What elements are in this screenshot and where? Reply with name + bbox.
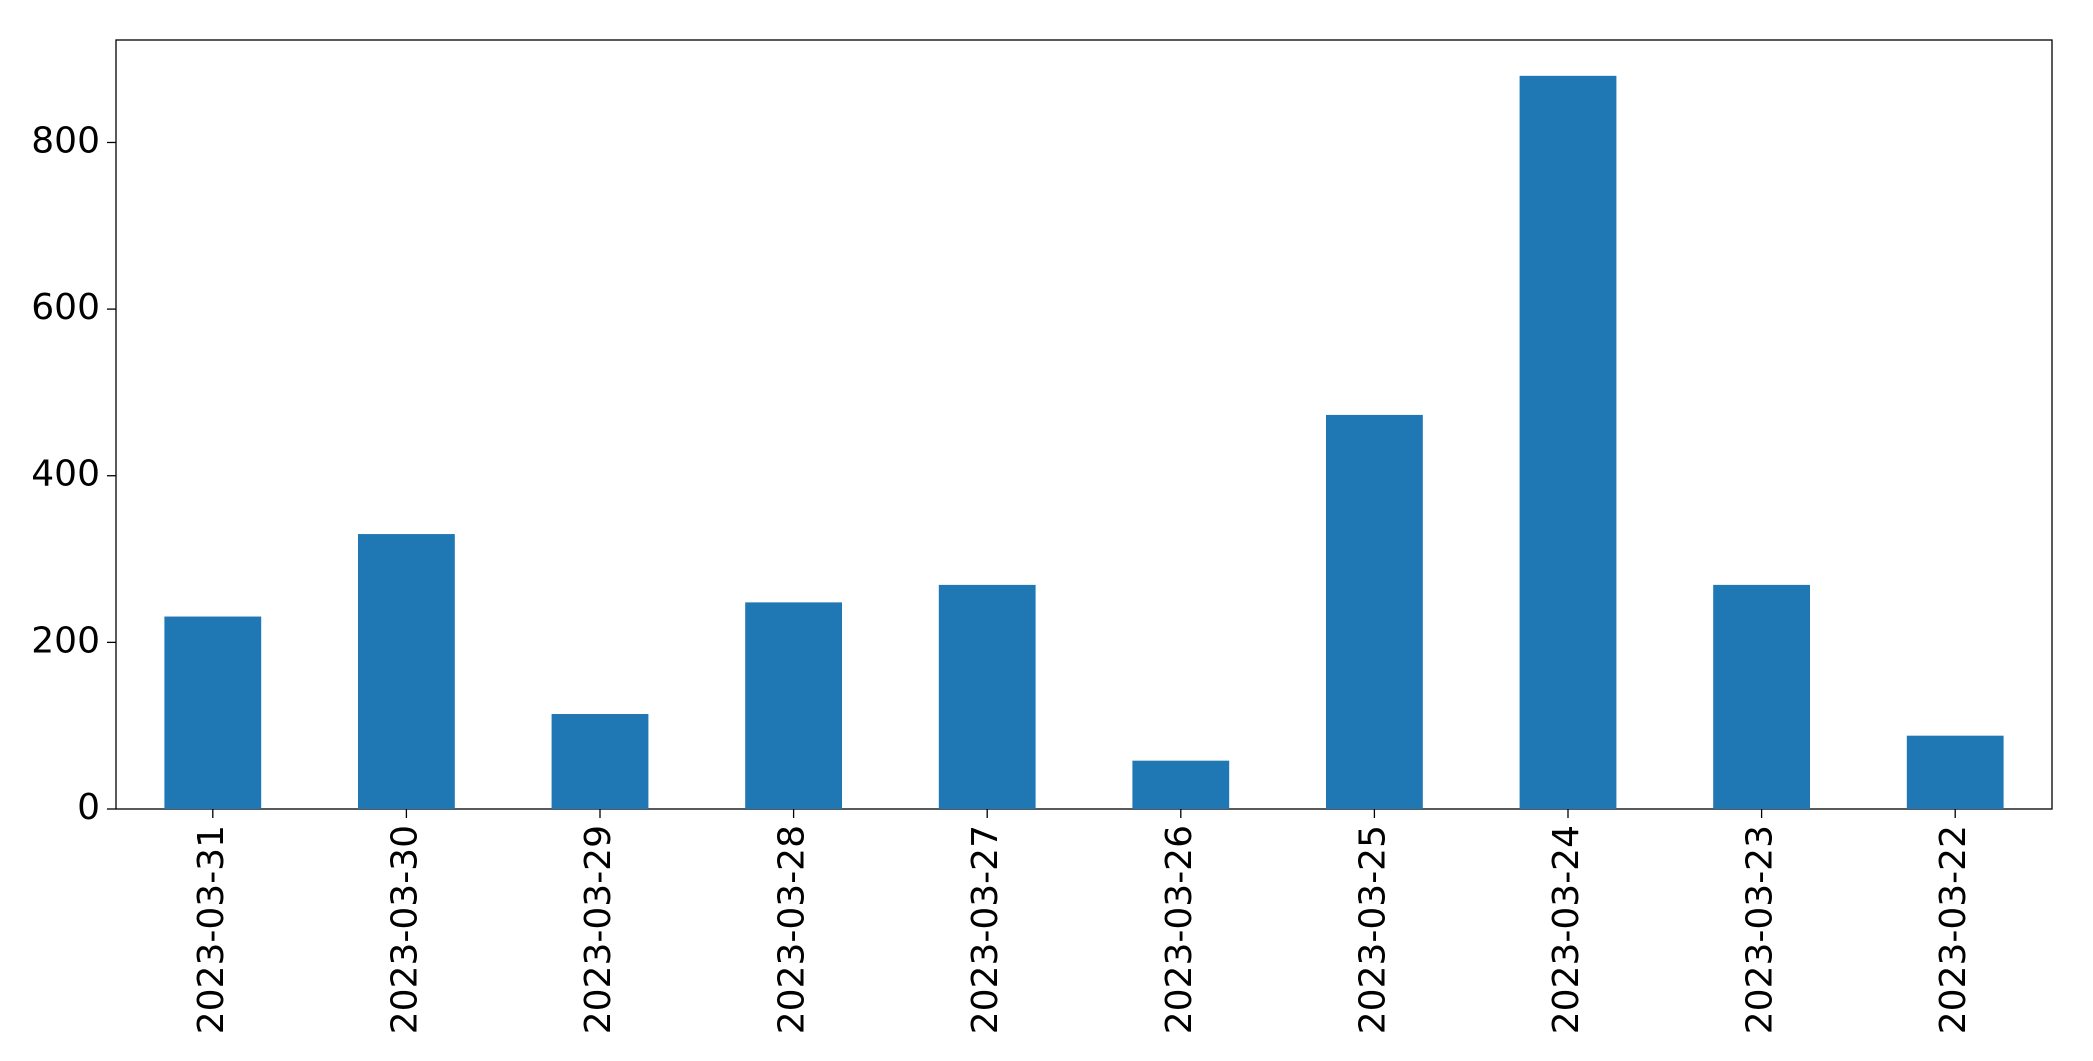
x-tick-label: 2023-03-26: [1159, 825, 1200, 1034]
y-tick-label: 800: [31, 120, 100, 161]
y-tick-label: 200: [31, 620, 100, 661]
bar: [1906, 735, 2004, 809]
bar: [551, 714, 649, 809]
bar: [164, 616, 262, 809]
y-tick-label: 600: [31, 287, 100, 328]
x-tick-label: 2023-03-23: [1740, 825, 1781, 1034]
bar: [938, 584, 1036, 809]
x-tick-label: 2023-03-29: [578, 825, 619, 1034]
y-tick-label: 0: [77, 787, 100, 828]
x-tick-label: 2023-03-31: [191, 825, 232, 1034]
x-tick-label: 2023-03-25: [1352, 825, 1393, 1034]
bar: [1132, 760, 1230, 809]
bar: [1713, 584, 1810, 809]
x-tick-label: 2023-03-22: [1933, 825, 1974, 1034]
x-tick-label: 2023-03-24: [1546, 825, 1587, 1034]
plot-frame: [115, 39, 2053, 810]
bar: [358, 534, 455, 809]
bar: [745, 602, 842, 809]
x-tick-label: 2023-03-30: [384, 825, 425, 1034]
bar: [1326, 414, 1423, 809]
x-tick-label: 2023-03-27: [965, 825, 1006, 1034]
bar: [1519, 75, 1617, 810]
x-tick-label: 2023-03-28: [772, 825, 813, 1034]
y-tick-label: 400: [31, 454, 100, 495]
